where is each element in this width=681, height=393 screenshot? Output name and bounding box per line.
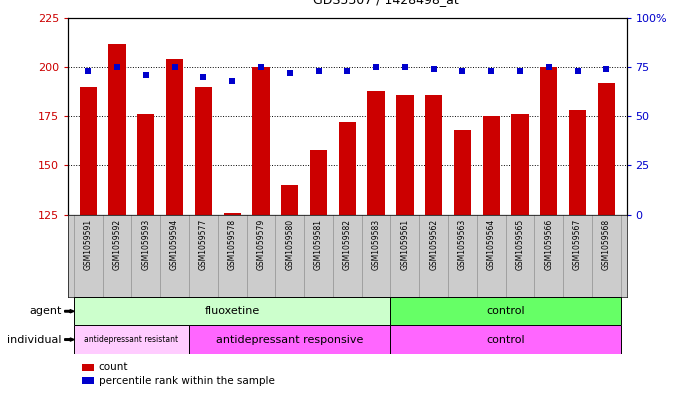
Bar [483,116,500,215]
Bar [598,83,615,215]
Text: GSM1059565: GSM1059565 [516,219,524,270]
Text: GSM1059578: GSM1059578 [227,219,237,270]
Text: GSM1059562: GSM1059562 [429,219,438,270]
Bar [74,325,189,354]
Bar [390,325,621,354]
Text: GDS5307 / 1428498_at: GDS5307 / 1428498_at [313,0,459,6]
Text: GSM1059566: GSM1059566 [544,219,553,270]
Text: control: control [486,306,525,316]
Bar [425,95,442,215]
Text: agent: agent [29,306,61,316]
Bar [80,87,97,215]
Text: GSM1059583: GSM1059583 [372,219,381,270]
Text: individual: individual [7,334,61,345]
Text: GSM1059567: GSM1059567 [573,219,582,270]
Text: GSM1059563: GSM1059563 [458,219,467,270]
Bar [540,67,558,215]
Text: antidepressant resistant: antidepressant resistant [84,335,178,344]
Bar [569,110,586,215]
Bar [108,44,126,215]
Text: GSM1059582: GSM1059582 [343,219,352,270]
Bar [396,95,413,215]
Bar [368,91,385,215]
Text: GSM1059579: GSM1059579 [257,219,266,270]
Text: GSM1059581: GSM1059581 [314,219,323,270]
Text: GSM1059580: GSM1059580 [285,219,294,270]
Text: percentile rank within the sample: percentile rank within the sample [99,376,274,386]
Text: count: count [99,362,128,373]
Text: GSM1059592: GSM1059592 [112,219,121,270]
Text: antidepressant responsive: antidepressant responsive [216,334,364,345]
Bar [454,130,471,215]
Bar [338,122,356,215]
Bar [223,213,241,215]
Text: GSM1059593: GSM1059593 [142,219,151,270]
Bar [137,114,155,215]
Text: GSM1059591: GSM1059591 [84,219,93,270]
Bar [195,87,212,215]
Text: control: control [486,334,525,345]
Bar [511,114,528,215]
Bar [253,67,270,215]
Text: GSM1059561: GSM1059561 [400,219,409,270]
Text: GSM1059568: GSM1059568 [602,219,611,270]
Bar [281,185,298,215]
Text: GSM1059577: GSM1059577 [199,219,208,270]
Bar [166,59,183,215]
Text: GSM1059564: GSM1059564 [487,219,496,270]
Bar [74,297,390,325]
Bar [189,325,390,354]
Text: fluoxetine: fluoxetine [204,306,259,316]
Bar [390,297,621,325]
Bar [310,150,327,215]
Text: GSM1059594: GSM1059594 [170,219,179,270]
